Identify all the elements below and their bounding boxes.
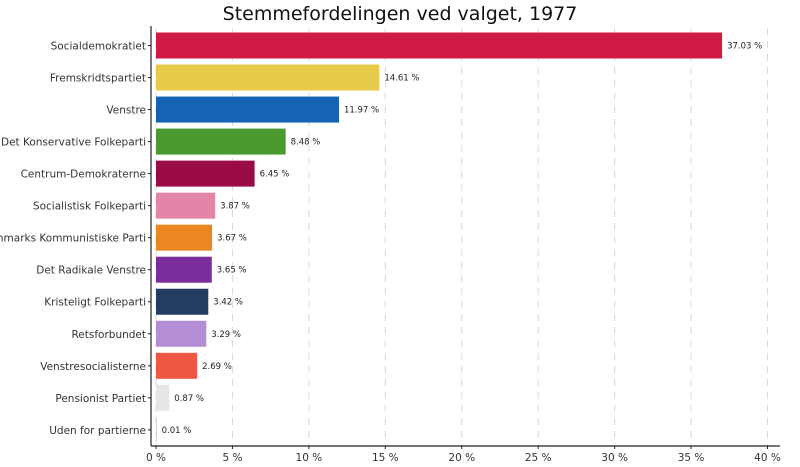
bar [156,128,286,155]
bar [156,416,157,443]
value-label: 6.45 % [260,170,290,180]
category-label: Pensionist Partiet [55,393,146,405]
value-label: 3.42 % [213,298,243,308]
x-tick-label: 10 % [296,452,323,464]
category-label: Kristeligt Folkeparti [44,297,146,309]
category-label: Uden for partierne [49,425,146,437]
x-tick-label: 5 % [222,452,242,464]
category-label: Centrum-Demokraterne [21,169,146,181]
value-label: 11.97 % [344,106,379,116]
value-label: 14.61 % [384,74,419,84]
bar [156,288,209,315]
x-tick-label: 15 % [372,452,399,464]
category-label: Danmarks Kommunistiske Parti [0,233,146,245]
value-label: 3.67 % [217,234,247,244]
category-label: Retsforbundet [71,329,146,341]
category-label: Det Radikale Venstre [36,265,146,277]
x-tick-label: 35 % [678,452,705,464]
x-tick-label: 25 % [525,452,552,464]
bars: 37.03 % 14.61 % 11.97 % 8.48 % 6.45 % 3.87 % 3… [156,32,762,443]
x-tick-label: 30 % [601,452,628,464]
bar [156,64,380,91]
x-tick-label: 20 % [448,452,475,464]
value-label: 3.87 % [220,202,250,212]
bar [156,224,213,251]
category-label: Socialistisk Folkeparti [33,201,146,213]
bar [156,192,216,219]
x-tick-label: 0 % [146,452,166,464]
bar [156,256,212,283]
category-label: Socialdemokratiet [51,41,146,53]
axes: 0 % 5 % 10 % 15 % 20 % 25 % 30 % 35 % 40 % Social… [0,26,781,464]
bar [156,96,339,123]
bar [156,32,723,59]
value-label: 0.01 % [162,426,192,436]
category-label: Fremskridtspartiet [50,73,146,85]
bar [156,352,198,379]
value-label: 2.69 % [202,362,232,372]
x-tick-label: 40 % [754,452,781,464]
chart-title: Stemmefordelingen ved valget, 1977 [223,3,578,25]
value-label: 0.87 % [174,394,204,404]
category-label: Venstre [106,105,146,117]
value-label: 37.03 % [727,42,762,52]
value-label: 8.48 % [291,138,321,148]
value-label: 3.29 % [211,330,241,340]
category-label: Det Konservative Folkeparti [1,137,146,149]
bar [156,160,255,187]
bar [156,384,170,411]
category-label: Venstresocialisterne [40,361,146,373]
grid-lines [155,28,768,446]
value-label: 3.65 % [217,266,247,276]
bar [156,320,207,347]
